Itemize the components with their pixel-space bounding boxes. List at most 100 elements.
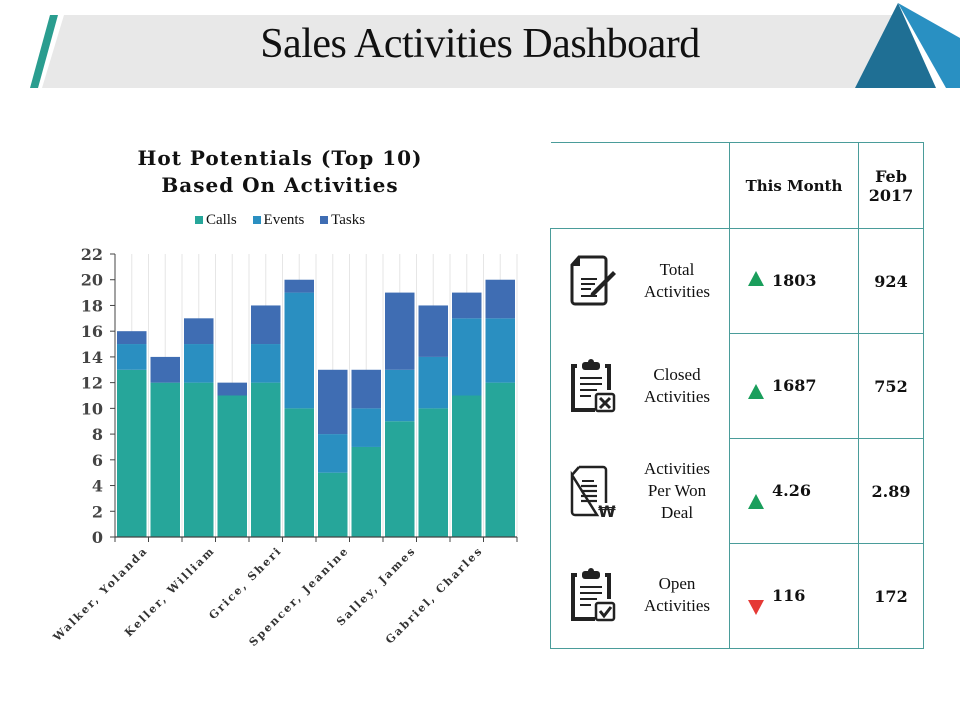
prev-period-value: 2.89 (858, 438, 924, 544)
bar-segment-tasks (217, 382, 247, 396)
metric-item: Closed Activities (551, 333, 729, 438)
this-month-cell: 1687 (729, 333, 859, 439)
page-title: Sales Activities Dashboard (260, 21, 700, 67)
this-month-cell: 1803 (729, 228, 859, 334)
y-tick-label: 4 (92, 477, 103, 496)
table-header-row: This Month Feb 2017 (550, 142, 924, 229)
legend-item-calls: Calls (194, 212, 237, 229)
legend-label-calls: Calls (205, 212, 237, 228)
metric-label: Closed Activities (643, 364, 711, 406)
x-tick-label: Grice, Sheri (206, 544, 284, 622)
bar-segment-calls (452, 395, 482, 537)
chart-title: Hot Potentials (Top 10) Based On Activit… (60, 145, 500, 199)
bar-segment-events (418, 356, 448, 409)
y-tick-label: 8 (92, 425, 103, 444)
bar-segment-events (385, 369, 415, 422)
bar-segment-events (351, 408, 381, 447)
clipboard-x-icon (571, 358, 616, 412)
metric-item: ₩ Activities Per Won Deal (551, 438, 729, 543)
trend-up-icon (748, 271, 764, 286)
y-tick-label: 14 (81, 348, 103, 367)
prev-period-value: 172 (858, 543, 924, 649)
metric-item: Total Activities (551, 229, 729, 333)
bar-segment-calls (251, 382, 281, 537)
bar-segment-tasks (184, 318, 214, 345)
bar-segment-events (485, 318, 515, 383)
y-tick-label: 12 (81, 374, 103, 393)
deco-triangle-dark (855, 3, 936, 88)
y-tick-label: 2 (92, 502, 103, 521)
deco-triangle-light (898, 3, 960, 88)
y-tick-label: 6 (92, 451, 103, 470)
header-prev-period: Feb 2017 (858, 142, 924, 229)
bar-segment-calls (485, 382, 515, 537)
bar-segment-calls (184, 382, 214, 537)
y-tick-label: 22 (81, 245, 103, 264)
metric-label: Total Activities (643, 260, 711, 301)
bar-segment-events (452, 318, 482, 396)
y-tick-label: 18 (81, 296, 103, 315)
y-tick-label: 10 (81, 399, 103, 418)
svg-text:₩: ₩ (598, 502, 616, 519)
trend-down-icon (748, 600, 764, 615)
bar-segment-tasks (318, 369, 348, 435)
this-month-value: 1687 (772, 376, 817, 395)
metric-label: Open Activities (643, 574, 711, 615)
title-band (42, 15, 902, 88)
document-edit-icon (570, 255, 616, 306)
table-row: Total Activities Closed Activities (550, 228, 924, 649)
bar-segment-calls (150, 382, 180, 537)
this-month-cell: 4.26 (729, 438, 859, 544)
bar-segment-calls (351, 446, 381, 537)
legend-label-events: Events (263, 212, 305, 228)
legend-swatch-tasks (320, 215, 329, 224)
bar-segment-tasks (485, 279, 515, 319)
clipboard-check-icon (571, 568, 616, 622)
bar-segment-calls (418, 408, 448, 537)
bar-segment-events (284, 292, 314, 409)
legend-item-tasks: Tasks (320, 212, 365, 229)
bar-segment-tasks (418, 305, 448, 357)
y-tick-label: 20 (81, 271, 103, 290)
trend-up-icon (748, 494, 764, 509)
bar-segment-tasks (351, 369, 381, 409)
table-row: 116 172 (551, 543, 924, 649)
this-month-cell: 116 (729, 543, 859, 649)
this-month-value: 116 (772, 586, 806, 605)
header-prev-month: Feb (875, 166, 907, 186)
bar-segment-tasks (284, 279, 314, 293)
legend-item-events: Events (252, 212, 305, 229)
prev-period-value: 752 (858, 333, 924, 439)
bar-segment-calls (217, 395, 247, 537)
bar-segment-calls (117, 369, 147, 537)
kpi-table: This Month Feb 2017 Total Activities (550, 142, 924, 649)
bar-segment-tasks (452, 292, 482, 319)
metric-column: Total Activities Closed Activities (550, 228, 730, 649)
legend-swatch-events (252, 215, 261, 224)
legend-swatch-calls (194, 215, 203, 224)
metric-label: Activities Per Won Deal (643, 458, 711, 522)
bar-segment-tasks (251, 305, 281, 345)
bar-segment-tasks (385, 292, 415, 370)
bar-segment-calls (284, 408, 314, 537)
table-row: 4.26 2.89 (551, 438, 924, 544)
this-month-value: 4.26 (772, 481, 811, 500)
chart-title-line1: Hot Potentials (Top 10) (137, 146, 423, 170)
bar-segment-tasks (117, 331, 147, 345)
bar-segment-events (251, 344, 281, 383)
bar-segment-calls (318, 472, 348, 537)
prev-period-value: 924 (858, 228, 924, 334)
bar-segment-events (117, 344, 147, 370)
document-won-icon: ₩ (570, 465, 616, 519)
bar-segment-events (318, 434, 348, 473)
chart-legend: Calls Events Tasks (60, 212, 500, 229)
y-tick-label: 16 (81, 322, 103, 341)
metric-item: Open Activities (551, 543, 729, 647)
bar-segment-tasks (150, 356, 180, 383)
bar-segment-calls (385, 421, 415, 537)
chart-title-line2: Based On Activities (161, 173, 399, 197)
bar-segment-events (184, 344, 214, 383)
corner-decoration (855, 3, 960, 88)
header-metric (550, 142, 730, 229)
